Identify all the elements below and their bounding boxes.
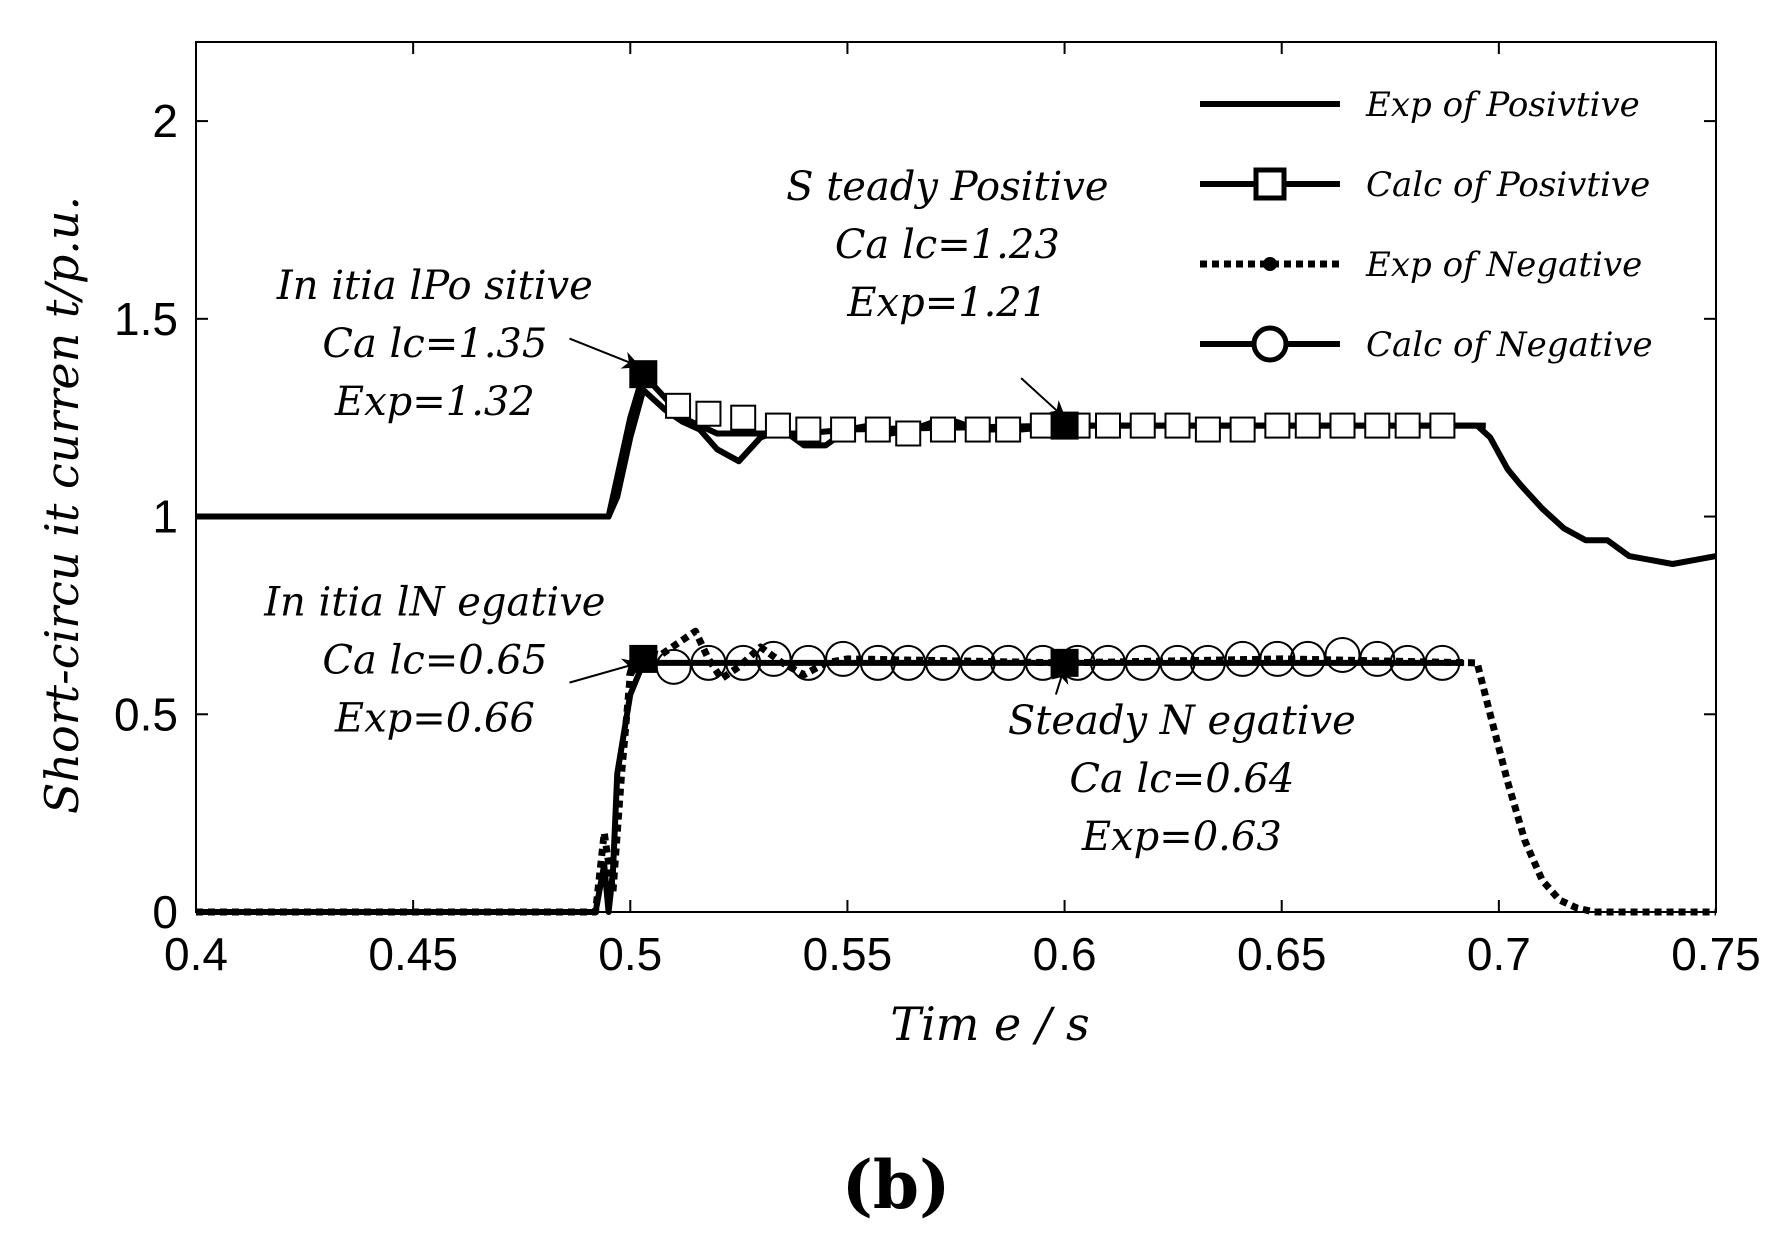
marker-circle [755,640,792,677]
marker-square [1164,412,1191,439]
legend-marker-square [1253,167,1287,201]
annotation-line: Ca lc=0.64 [1069,756,1294,802]
annotation-arrow [1020,377,1066,419]
marker-square [1294,412,1321,439]
marker-square [1394,412,1421,439]
marker-square [830,416,857,443]
y-axis-title: Short-circu it curren t/p.u. [35,196,89,814]
legend-marker-circle [1251,325,1289,363]
y-tick-label: 1 [152,491,178,543]
marker-square [895,420,922,447]
marker-square [1364,412,1391,439]
panel-label: (b) [842,1146,951,1224]
annotation-line: S teady Positive [786,164,1108,210]
marker-circle [1189,644,1226,681]
annotation-line: Exp=1.32 [334,379,535,425]
marker-square [730,404,757,431]
x-tick-label: 0.65 [1237,928,1327,980]
marker-square [1329,412,1356,439]
marker-circle [1359,640,1396,677]
annotation-line: Exp=0.63 [1081,814,1282,860]
legend-label-exp-of-negative: Exp of Negative [1365,245,1642,285]
annotation-line: In itia lPo sitive [276,263,593,309]
legend: Exp of Posivtive Calc of Posivtive Exp of … [1200,85,1653,365]
marker-circle [1424,644,1461,681]
legend-label-calc-of-negative: Calc of Negative [1366,325,1653,365]
annotation-steady-negative: Steady N egative Ca lc=0.64 Exp=0.63 [1008,665,1356,860]
marker-square [995,416,1022,443]
key-point-marker [629,644,658,673]
annotation-initial-positive: In itia lPo sitive Ca lc=1.35 Exp=1.32 [276,263,641,425]
annotation-steady-positive: S teady Positive Ca lc=1.23 Exp=1.21 [786,164,1109,419]
marker-circle [725,644,762,681]
y-tick-label: 0 [152,886,178,938]
legend-label-exp-of-posivtive: Exp of Posivtive [1365,85,1640,125]
marker-square [764,412,791,439]
marker-square [1429,412,1456,439]
marker-circle [1259,640,1296,677]
annotation-line: In itia lN egative [263,579,605,625]
annotation-line: Ca lc=1.23 [835,222,1060,268]
x-axis-title: Tim e / s [890,997,1089,1051]
marker-square [695,400,722,427]
x-tick-label: 0.45 [368,928,458,980]
marker-square [864,416,891,443]
marker-square [1129,412,1156,439]
marker-circle [1289,640,1326,677]
annotation-initial-negative: In itia lN egative Ca lc=0.65 Exp=0.66 [263,579,641,741]
y-tick-label: 0.5 [114,688,178,740]
series-layer [196,360,1717,916]
marker-circle [825,640,862,677]
x-tick-label: 0.5 [598,928,662,980]
x-tick-label: 0.55 [803,928,893,980]
x-tick-label: 0.6 [1033,928,1097,980]
y-axis: 0 0.5 1 1.5 2 [114,95,1716,938]
marker-square [1229,416,1256,443]
annotation-line: Steady N egative [1008,698,1356,744]
annotation-arrow [569,658,641,684]
series-line-calc-of-negative [196,659,1465,915]
marker-square [1095,412,1121,439]
marker-circle [655,648,692,685]
annotation-line: Ca lc=1.35 [322,321,547,367]
annotation-layer: In itia lPo sitive Ca lc=1.35 Exp=1.32 S te… [263,164,1356,860]
marker-circle [1159,644,1196,681]
x-tick-label: 0.4 [164,928,228,980]
annotation-arrow [1051,665,1069,695]
marker-circle [859,644,896,681]
marker-circle [1324,636,1361,673]
x-axis: 0.4 0.45 0.5 0.55 0.6 0.65 0.7 0.75 [164,42,1761,980]
x-tick-label: 0.7 [1467,928,1531,980]
legend-marker-dot [1263,257,1277,271]
marker-square [964,416,991,443]
plot-area-frame [195,41,1717,913]
y-tick-label: 1.5 [114,293,178,345]
key-point-marker [1050,411,1079,440]
key-point-marker [1050,648,1079,677]
annotation-line: Exp=0.66 [334,695,535,741]
marker-square [665,392,692,419]
y-tick-label: 2 [152,95,178,147]
marker-circle [959,644,996,681]
marker-circle [790,644,827,681]
marker-square [795,416,822,443]
marker-square [1194,416,1221,443]
marker-square [929,416,956,443]
marker-square [1264,412,1291,439]
annotation-line: Exp=1.21 [846,280,1047,326]
legend-label-calc-of-posivtive: Calc of Posivtive [1366,165,1650,205]
x-tick-label: 0.75 [1671,928,1761,980]
annotation-line: Ca lc=0.65 [322,637,547,683]
annotation-arrow [569,337,641,369]
